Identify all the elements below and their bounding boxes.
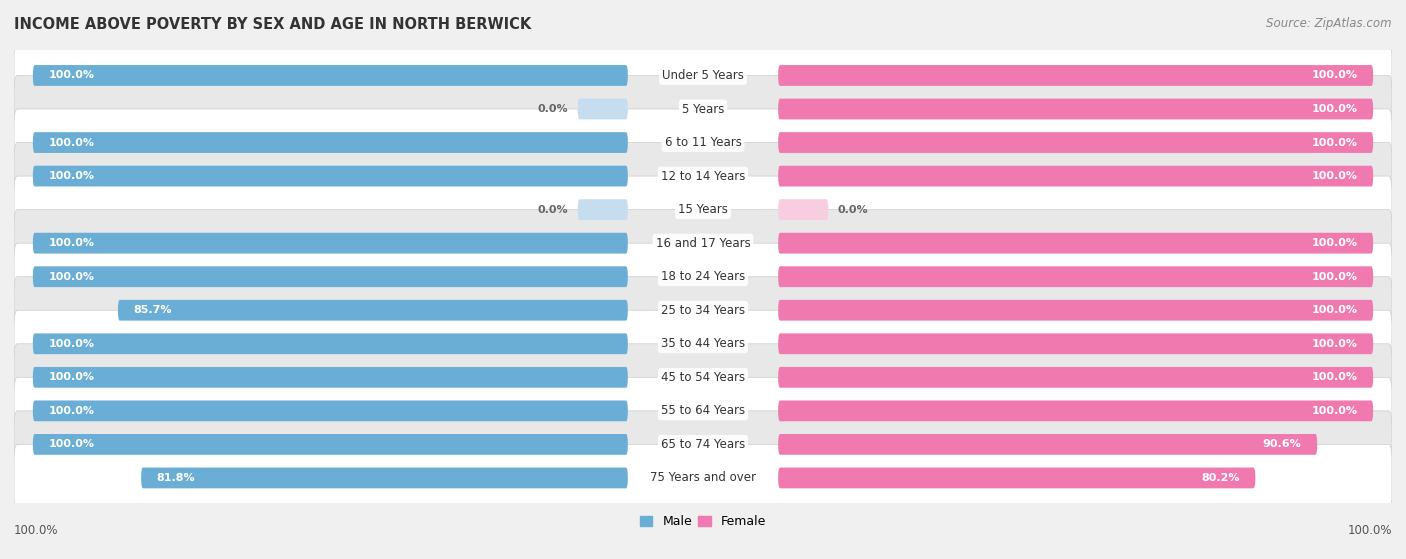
FancyBboxPatch shape [32, 367, 628, 388]
Text: 100.0%: 100.0% [1312, 305, 1358, 315]
Text: 85.7%: 85.7% [134, 305, 172, 315]
Text: 100.0%: 100.0% [1312, 406, 1358, 416]
FancyBboxPatch shape [778, 300, 1374, 321]
Text: 100.0%: 100.0% [14, 524, 59, 537]
Text: 100.0%: 100.0% [1347, 524, 1392, 537]
FancyBboxPatch shape [118, 300, 628, 321]
FancyBboxPatch shape [778, 434, 1317, 455]
Text: 100.0%: 100.0% [1312, 171, 1358, 181]
FancyBboxPatch shape [778, 65, 1374, 86]
Text: 100.0%: 100.0% [48, 70, 94, 80]
Text: 100.0%: 100.0% [1312, 104, 1358, 114]
Text: 100.0%: 100.0% [48, 339, 94, 349]
FancyBboxPatch shape [778, 266, 1374, 287]
Text: 100.0%: 100.0% [48, 439, 94, 449]
Text: 15 Years: 15 Years [678, 203, 728, 216]
FancyBboxPatch shape [778, 132, 1374, 153]
FancyBboxPatch shape [778, 367, 1374, 388]
FancyBboxPatch shape [141, 467, 628, 489]
Text: 100.0%: 100.0% [48, 171, 94, 181]
FancyBboxPatch shape [32, 132, 628, 153]
Text: 0.0%: 0.0% [537, 205, 568, 215]
Text: 100.0%: 100.0% [1312, 272, 1358, 282]
FancyBboxPatch shape [778, 467, 1256, 489]
FancyBboxPatch shape [578, 199, 628, 220]
FancyBboxPatch shape [32, 434, 628, 455]
FancyBboxPatch shape [14, 277, 1392, 344]
FancyBboxPatch shape [32, 400, 628, 421]
FancyBboxPatch shape [14, 176, 1392, 243]
FancyBboxPatch shape [32, 165, 628, 187]
Text: 75 Years and over: 75 Years and over [650, 471, 756, 485]
FancyBboxPatch shape [14, 444, 1392, 511]
FancyBboxPatch shape [778, 333, 1374, 354]
Text: 100.0%: 100.0% [1312, 372, 1358, 382]
Text: 18 to 24 Years: 18 to 24 Years [661, 270, 745, 283]
Text: 25 to 34 Years: 25 to 34 Years [661, 304, 745, 317]
FancyBboxPatch shape [778, 400, 1374, 421]
Text: 100.0%: 100.0% [48, 138, 94, 148]
FancyBboxPatch shape [14, 411, 1392, 478]
Text: 35 to 44 Years: 35 to 44 Years [661, 337, 745, 350]
Text: 0.0%: 0.0% [537, 104, 568, 114]
Text: INCOME ABOVE POVERTY BY SEX AND AGE IN NORTH BERWICK: INCOME ABOVE POVERTY BY SEX AND AGE IN N… [14, 17, 531, 32]
Text: 100.0%: 100.0% [1312, 339, 1358, 349]
FancyBboxPatch shape [32, 333, 628, 354]
FancyBboxPatch shape [32, 65, 628, 86]
Legend: Male, Female: Male, Female [636, 510, 770, 533]
FancyBboxPatch shape [14, 377, 1392, 444]
Text: 81.8%: 81.8% [157, 473, 195, 483]
FancyBboxPatch shape [32, 266, 628, 287]
FancyBboxPatch shape [14, 210, 1392, 277]
Text: Source: ZipAtlas.com: Source: ZipAtlas.com [1267, 17, 1392, 30]
Text: 45 to 54 Years: 45 to 54 Years [661, 371, 745, 384]
Text: 90.6%: 90.6% [1263, 439, 1302, 449]
FancyBboxPatch shape [14, 310, 1392, 377]
Text: 0.0%: 0.0% [838, 205, 869, 215]
FancyBboxPatch shape [32, 233, 628, 254]
Text: 100.0%: 100.0% [1312, 138, 1358, 148]
FancyBboxPatch shape [578, 98, 628, 120]
Text: 100.0%: 100.0% [1312, 70, 1358, 80]
Text: 100.0%: 100.0% [48, 406, 94, 416]
Text: 100.0%: 100.0% [1312, 238, 1358, 248]
FancyBboxPatch shape [14, 143, 1392, 210]
Text: Under 5 Years: Under 5 Years [662, 69, 744, 82]
FancyBboxPatch shape [778, 98, 1374, 120]
Text: 55 to 64 Years: 55 to 64 Years [661, 404, 745, 418]
FancyBboxPatch shape [14, 243, 1392, 310]
Text: 16 and 17 Years: 16 and 17 Years [655, 236, 751, 250]
Text: 6 to 11 Years: 6 to 11 Years [665, 136, 741, 149]
Text: 5 Years: 5 Years [682, 102, 724, 116]
FancyBboxPatch shape [778, 165, 1374, 187]
FancyBboxPatch shape [14, 109, 1392, 176]
FancyBboxPatch shape [14, 42, 1392, 109]
FancyBboxPatch shape [778, 233, 1374, 254]
Text: 100.0%: 100.0% [48, 372, 94, 382]
FancyBboxPatch shape [14, 75, 1392, 143]
Text: 12 to 14 Years: 12 to 14 Years [661, 169, 745, 183]
Text: 100.0%: 100.0% [48, 272, 94, 282]
FancyBboxPatch shape [778, 199, 828, 220]
Text: 65 to 74 Years: 65 to 74 Years [661, 438, 745, 451]
Text: 100.0%: 100.0% [48, 238, 94, 248]
Text: 80.2%: 80.2% [1201, 473, 1240, 483]
FancyBboxPatch shape [14, 344, 1392, 411]
